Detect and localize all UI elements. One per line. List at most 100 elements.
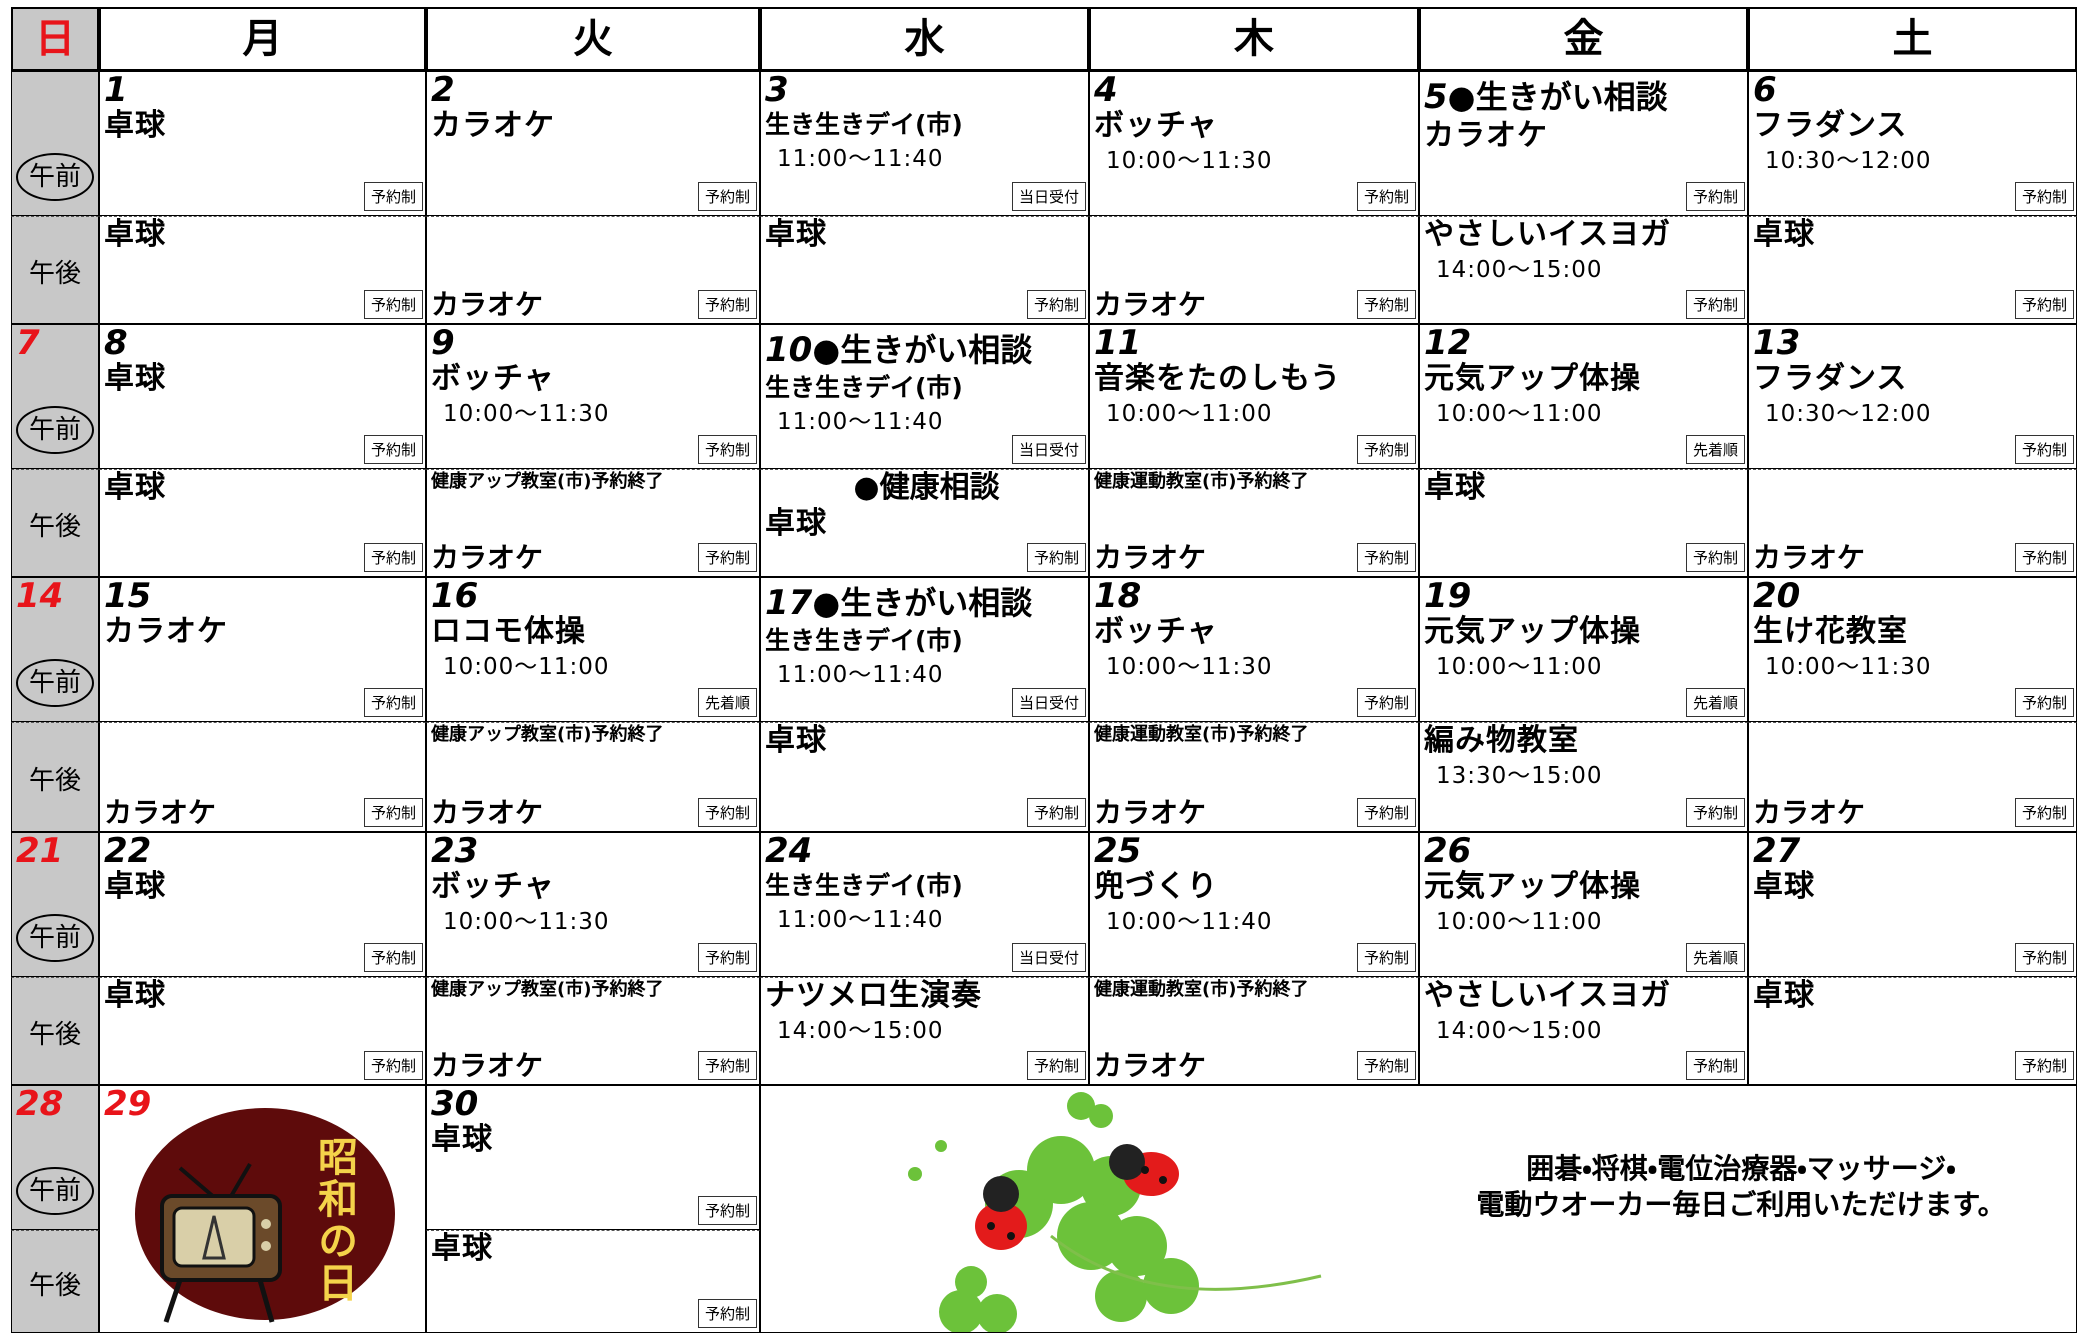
date: 19 bbox=[1424, 577, 1472, 616]
title: 卓球 bbox=[1753, 869, 1815, 904]
date-line: 10●生きがい相談 bbox=[761, 325, 1088, 371]
badge: 予約制 bbox=[697, 943, 757, 972]
date-line: 5●生きがい相談 bbox=[1420, 72, 1747, 118]
badge: 予約制 bbox=[1356, 688, 1416, 717]
date-line: 19 bbox=[1420, 578, 1747, 614]
bottom-text: カラオケ bbox=[431, 288, 544, 321]
title: 元気アップ体操 bbox=[1424, 869, 1641, 904]
time: 10:00～11:30 bbox=[443, 909, 610, 935]
am-cell: 30 卓球 予約制 bbox=[426, 1085, 760, 1230]
date: 18 bbox=[1094, 577, 1142, 616]
clover-illustration bbox=[908, 1092, 1322, 1332]
pm-label: 午後 bbox=[28, 766, 81, 796]
am-label: 午前 bbox=[16, 914, 94, 962]
pm-cell: 卓球 予約制 bbox=[760, 216, 1089, 324]
am-cell: 22 卓球 予約制 bbox=[99, 832, 426, 977]
pm-cell: カラオケ 予約制 bbox=[99, 722, 426, 832]
title: 兜づくり bbox=[1094, 869, 1218, 904]
am-cell: 24 生き生きデイ(市) 11:00～11:40 当日受付 bbox=[760, 832, 1089, 977]
title: ボッチャ bbox=[1094, 108, 1218, 143]
title: 卓球 bbox=[104, 470, 166, 505]
date: 26 bbox=[1424, 832, 1472, 871]
badge: 予約制 bbox=[1356, 943, 1416, 972]
bottom-text: カラオケ bbox=[431, 796, 544, 829]
badge: 予約制 bbox=[1356, 798, 1416, 827]
am-cell: 6 フラダンス 10:30～12:00 予約制 bbox=[1748, 71, 2077, 216]
day-name: 日 bbox=[35, 16, 75, 62]
date: 24 bbox=[765, 832, 813, 871]
sunday-am: 午前 bbox=[11, 71, 99, 216]
am-cell: 16 ロコモ体操 10:00～11:00 先着順 bbox=[426, 577, 760, 722]
badge: 予約制 bbox=[1026, 1051, 1086, 1080]
am-label: 午前 bbox=[16, 1167, 94, 1215]
title: カラオケ bbox=[104, 614, 228, 649]
bottom-text: カラオケ bbox=[431, 541, 544, 574]
date-line: 24 bbox=[761, 833, 1088, 869]
title: 生け花教室 bbox=[1753, 614, 1908, 649]
pm-cell: カラオケ 予約制 bbox=[426, 216, 760, 324]
date-line: 1 bbox=[100, 72, 425, 108]
time: 10:00～11:00 bbox=[443, 654, 610, 680]
day-name: 月 bbox=[242, 16, 283, 62]
badge: 予約制 bbox=[697, 1051, 757, 1080]
pm-label: 午後 bbox=[28, 259, 81, 289]
pm-label: 午後 bbox=[28, 1270, 81, 1301]
date: 8 bbox=[104, 324, 128, 363]
time: 11:00～11:40 bbox=[777, 662, 944, 688]
badge: 予約制 bbox=[1026, 798, 1086, 827]
badge: 予約制 bbox=[363, 1051, 423, 1080]
date-line: 16 bbox=[427, 578, 759, 614]
bottom-text: カラオケ bbox=[104, 796, 217, 829]
title: 卓球 bbox=[765, 506, 827, 541]
sunday-date: 28 bbox=[16, 1085, 64, 1124]
badge: 予約制 bbox=[697, 1299, 757, 1328]
am-label: 午前 bbox=[16, 406, 94, 454]
title: 編み物教室 bbox=[1424, 723, 1579, 758]
title: 卓球 bbox=[431, 1122, 493, 1157]
sub: 生き生きデイ(市) bbox=[765, 626, 963, 655]
date: 23 bbox=[431, 832, 479, 871]
sub: 生き生きデイ(市) bbox=[765, 373, 963, 402]
pm-cell: 健康運動教室(市)予約終了 カラオケ 予約制 bbox=[1089, 722, 1419, 832]
badge: 予約制 bbox=[1685, 182, 1745, 211]
badge: 先着順 bbox=[697, 688, 757, 717]
sunday-pm: 午後 bbox=[11, 722, 99, 832]
pm-cell: 健康運動教室(市)予約終了 カラオケ 予約制 bbox=[1089, 469, 1419, 577]
date-line: 3 bbox=[761, 72, 1088, 108]
holiday-cell: 29 昭和の日 bbox=[99, 1085, 426, 1333]
title: ボッチャ bbox=[431, 869, 555, 904]
title: やさしいイスヨガ bbox=[1424, 978, 1672, 1013]
badge: 予約制 bbox=[697, 543, 757, 572]
time: 10:00～11:30 bbox=[443, 401, 610, 427]
footer-line: 電動ウオーカー毎日ご利用いただけます。 bbox=[1476, 1188, 2006, 1221]
badge: 予約制 bbox=[697, 290, 757, 319]
time: 10:00～11:30 bbox=[1106, 148, 1273, 174]
badge: 予約制 bbox=[2014, 1051, 2074, 1080]
sunday-am: 7 午前 bbox=[11, 324, 99, 469]
bottom-text: カラオケ bbox=[1094, 796, 1207, 829]
sunday-date: 7 bbox=[16, 324, 40, 363]
date-line: 17●生きがい相談 bbox=[761, 578, 1088, 624]
notice: 健康アップ教室(市)予約終了 bbox=[431, 979, 664, 1000]
badge: 予約制 bbox=[1685, 1051, 1745, 1080]
badge: 予約制 bbox=[697, 435, 757, 464]
date-line: 15 bbox=[100, 578, 425, 614]
sunday-pm: 午後 bbox=[11, 216, 99, 324]
pm-cell: 卓球 予約制 bbox=[1748, 977, 2077, 1085]
am-cell: 11 音楽をたのしもう 10:00～11:00 予約制 bbox=[1089, 324, 1419, 469]
pm-cell: 健康運動教室(市)予約終了 カラオケ 予約制 bbox=[1089, 977, 1419, 1085]
footer-cell: 囲碁・将棋・電位治療器・マッサージ・ 電動ウオーカー毎日ご利用いただけます。 bbox=[760, 1085, 2077, 1333]
pm-cell: 健康アップ教室(市)予約終了 カラオケ 予約制 bbox=[426, 469, 760, 577]
day-header: 火 bbox=[426, 7, 760, 71]
footer-line: 囲碁・将棋・電位治療器・マッサージ・ bbox=[1526, 1152, 1956, 1185]
date: 27 bbox=[1753, 832, 1801, 871]
time: 14:00～15:00 bbox=[1436, 1018, 1603, 1044]
time: 10:00～11:00 bbox=[1436, 654, 1603, 680]
sunday-pm: 午後 bbox=[11, 977, 99, 1085]
date: 10 bbox=[765, 330, 813, 370]
pm-cell: ナツメロ生演奏 14:00～15:00 予約制 bbox=[760, 977, 1089, 1085]
day-name: 水 bbox=[904, 16, 945, 62]
badge: 予約制 bbox=[1026, 290, 1086, 319]
badge: 予約制 bbox=[1685, 290, 1745, 319]
bottom-text: カラオケ bbox=[1094, 541, 1207, 574]
